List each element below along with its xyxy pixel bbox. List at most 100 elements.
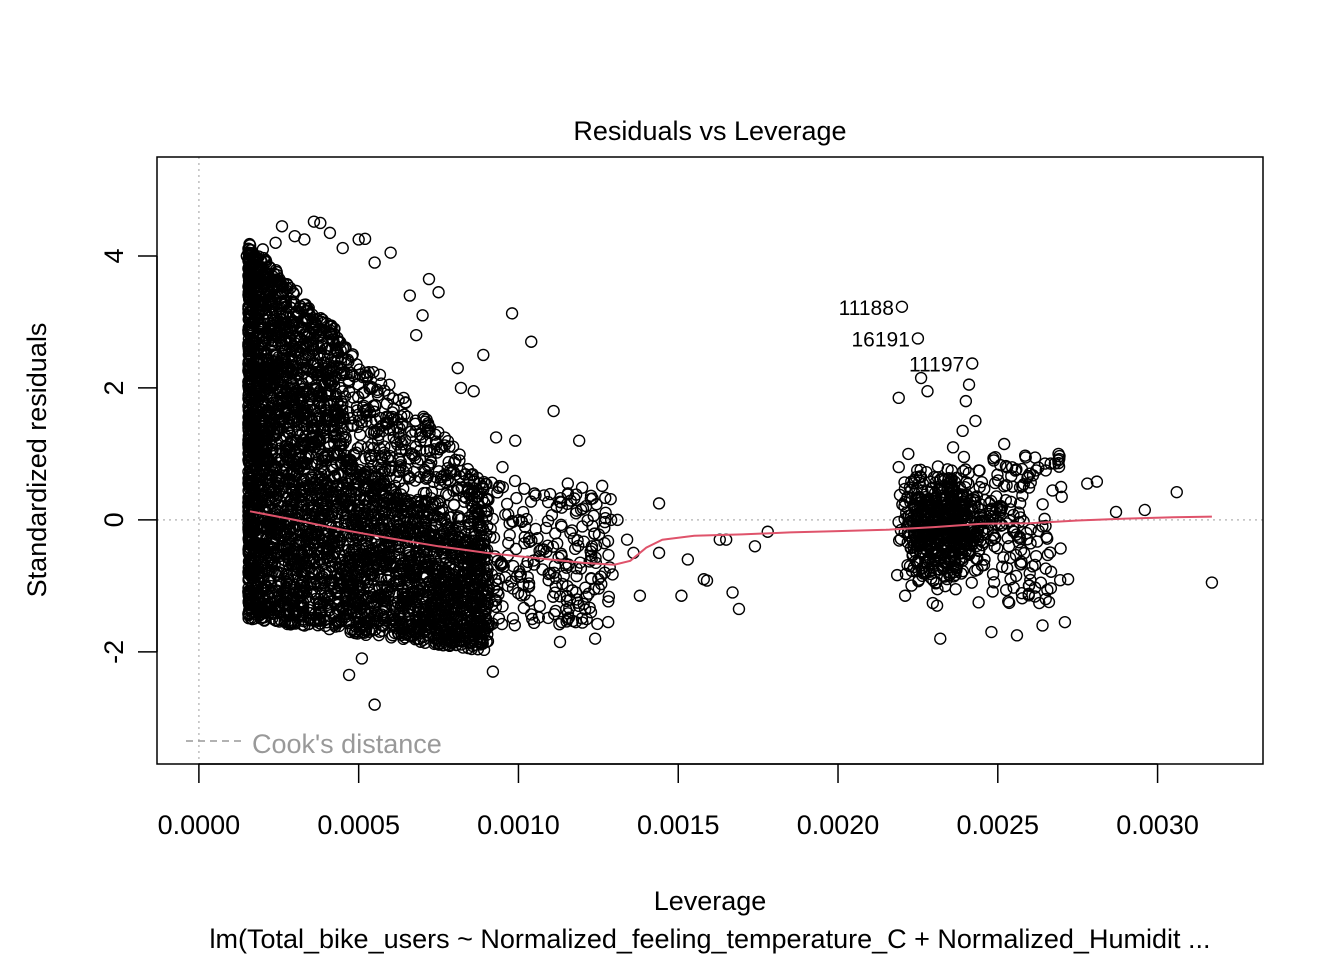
data-point bbox=[275, 313, 288, 327]
data-point bbox=[426, 564, 440, 578]
data-point bbox=[270, 348, 284, 361]
data-point bbox=[335, 367, 348, 380]
data-point bbox=[898, 589, 912, 602]
data-point bbox=[368, 698, 381, 711]
data-point bbox=[451, 511, 465, 525]
data-point bbox=[389, 485, 402, 499]
data-point bbox=[518, 536, 531, 550]
data-point bbox=[419, 596, 433, 610]
data-point bbox=[541, 495, 555, 509]
data-point bbox=[259, 268, 272, 281]
data-point bbox=[394, 459, 407, 472]
data-point bbox=[391, 500, 404, 513]
data-point bbox=[450, 581, 463, 594]
data-point bbox=[890, 568, 904, 582]
data-point bbox=[335, 422, 348, 435]
data-point bbox=[360, 575, 373, 589]
data-point bbox=[263, 271, 276, 285]
data-point bbox=[287, 308, 300, 321]
data-point bbox=[1010, 629, 1024, 642]
data-point bbox=[264, 474, 278, 487]
data-point bbox=[321, 341, 335, 355]
data-point bbox=[253, 318, 266, 331]
data-point bbox=[263, 407, 276, 420]
data-point bbox=[588, 632, 602, 645]
data-point bbox=[368, 256, 381, 269]
data-point bbox=[561, 477, 575, 490]
data-point bbox=[383, 449, 396, 463]
data-point bbox=[366, 505, 380, 518]
data-point bbox=[419, 435, 433, 448]
data-point bbox=[269, 263, 283, 277]
data-point bbox=[627, 546, 640, 560]
data-point bbox=[392, 452, 406, 465]
data-point bbox=[274, 386, 288, 399]
data-point bbox=[700, 574, 714, 587]
data-point bbox=[995, 560, 1009, 573]
data-point bbox=[380, 583, 394, 597]
data-point bbox=[314, 216, 327, 230]
data-point bbox=[327, 322, 341, 335]
data-point bbox=[432, 638, 446, 651]
data-point bbox=[422, 419, 435, 432]
data-point bbox=[422, 272, 436, 286]
data-point bbox=[421, 459, 435, 472]
data-point bbox=[1138, 503, 1151, 517]
data-point bbox=[554, 547, 568, 561]
data-point bbox=[471, 606, 485, 620]
data-point bbox=[429, 435, 443, 448]
data-point bbox=[283, 427, 296, 440]
data-point bbox=[466, 634, 480, 647]
data-point bbox=[252, 436, 266, 449]
data-point bbox=[338, 517, 351, 530]
data-point bbox=[266, 531, 280, 544]
data-point bbox=[281, 365, 295, 379]
data-point bbox=[485, 476, 498, 489]
data-point bbox=[252, 353, 266, 366]
data-point bbox=[245, 367, 259, 381]
data-point bbox=[598, 515, 612, 529]
data-point bbox=[584, 489, 598, 502]
data-point bbox=[279, 554, 292, 567]
data-point bbox=[299, 429, 312, 443]
data-point bbox=[563, 601, 576, 615]
data-point bbox=[576, 502, 590, 515]
data-point bbox=[410, 590, 423, 604]
data-point bbox=[417, 582, 430, 595]
data-point bbox=[429, 428, 442, 441]
data-point bbox=[333, 434, 347, 448]
data-point bbox=[517, 601, 531, 615]
data-point bbox=[487, 531, 501, 544]
data-point bbox=[455, 570, 468, 584]
data-point bbox=[446, 603, 459, 616]
data-point bbox=[372, 422, 385, 436]
data-point bbox=[275, 290, 288, 303]
data-point bbox=[423, 426, 436, 440]
data-point bbox=[296, 366, 310, 380]
data-point bbox=[449, 468, 462, 481]
data-point bbox=[306, 339, 320, 352]
data-point bbox=[451, 361, 464, 375]
data-point bbox=[252, 473, 265, 487]
data-point bbox=[501, 579, 515, 593]
data-point bbox=[331, 480, 345, 493]
data-point bbox=[257, 611, 271, 624]
data-point bbox=[383, 464, 397, 477]
data-point bbox=[748, 540, 762, 553]
data-point bbox=[333, 533, 346, 547]
data-point bbox=[517, 505, 530, 519]
data-point bbox=[355, 416, 369, 429]
data-point bbox=[486, 665, 500, 678]
data-point bbox=[273, 453, 286, 467]
data-point bbox=[283, 321, 297, 334]
data-point bbox=[586, 519, 599, 533]
data-point bbox=[483, 619, 496, 632]
data-point bbox=[606, 568, 619, 581]
data-point bbox=[399, 396, 412, 409]
data-point bbox=[406, 516, 419, 530]
data-point bbox=[468, 534, 481, 547]
data-point bbox=[560, 561, 573, 574]
data-point bbox=[272, 484, 286, 497]
data-point bbox=[543, 487, 557, 501]
data-point bbox=[492, 588, 505, 601]
